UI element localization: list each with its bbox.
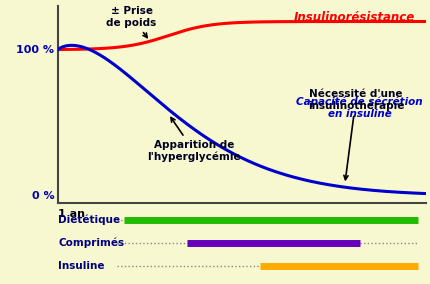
Text: ± Prise
de poids: ± Prise de poids <box>107 6 157 37</box>
Text: Insuline: Insuline <box>58 261 104 271</box>
Text: Diététique: Diététique <box>58 215 120 225</box>
Text: 0 %: 0 % <box>32 191 54 201</box>
Text: 100 %: 100 % <box>16 45 54 55</box>
Text: Nécessité d'une
insulinothérapie: Nécessité d'une insulinothérapie <box>307 89 404 180</box>
Text: 1 an: 1 an <box>58 209 85 219</box>
Text: Comprimés: Comprimés <box>58 238 124 248</box>
Text: Apparition de
l'hyperglycémie: Apparition de l'hyperglycémie <box>147 118 241 162</box>
Text: Capacité de sécrétion
en insuline: Capacité de sécrétion en insuline <box>296 96 423 119</box>
Text: Insulinorésistance: Insulinorésistance <box>293 11 415 24</box>
